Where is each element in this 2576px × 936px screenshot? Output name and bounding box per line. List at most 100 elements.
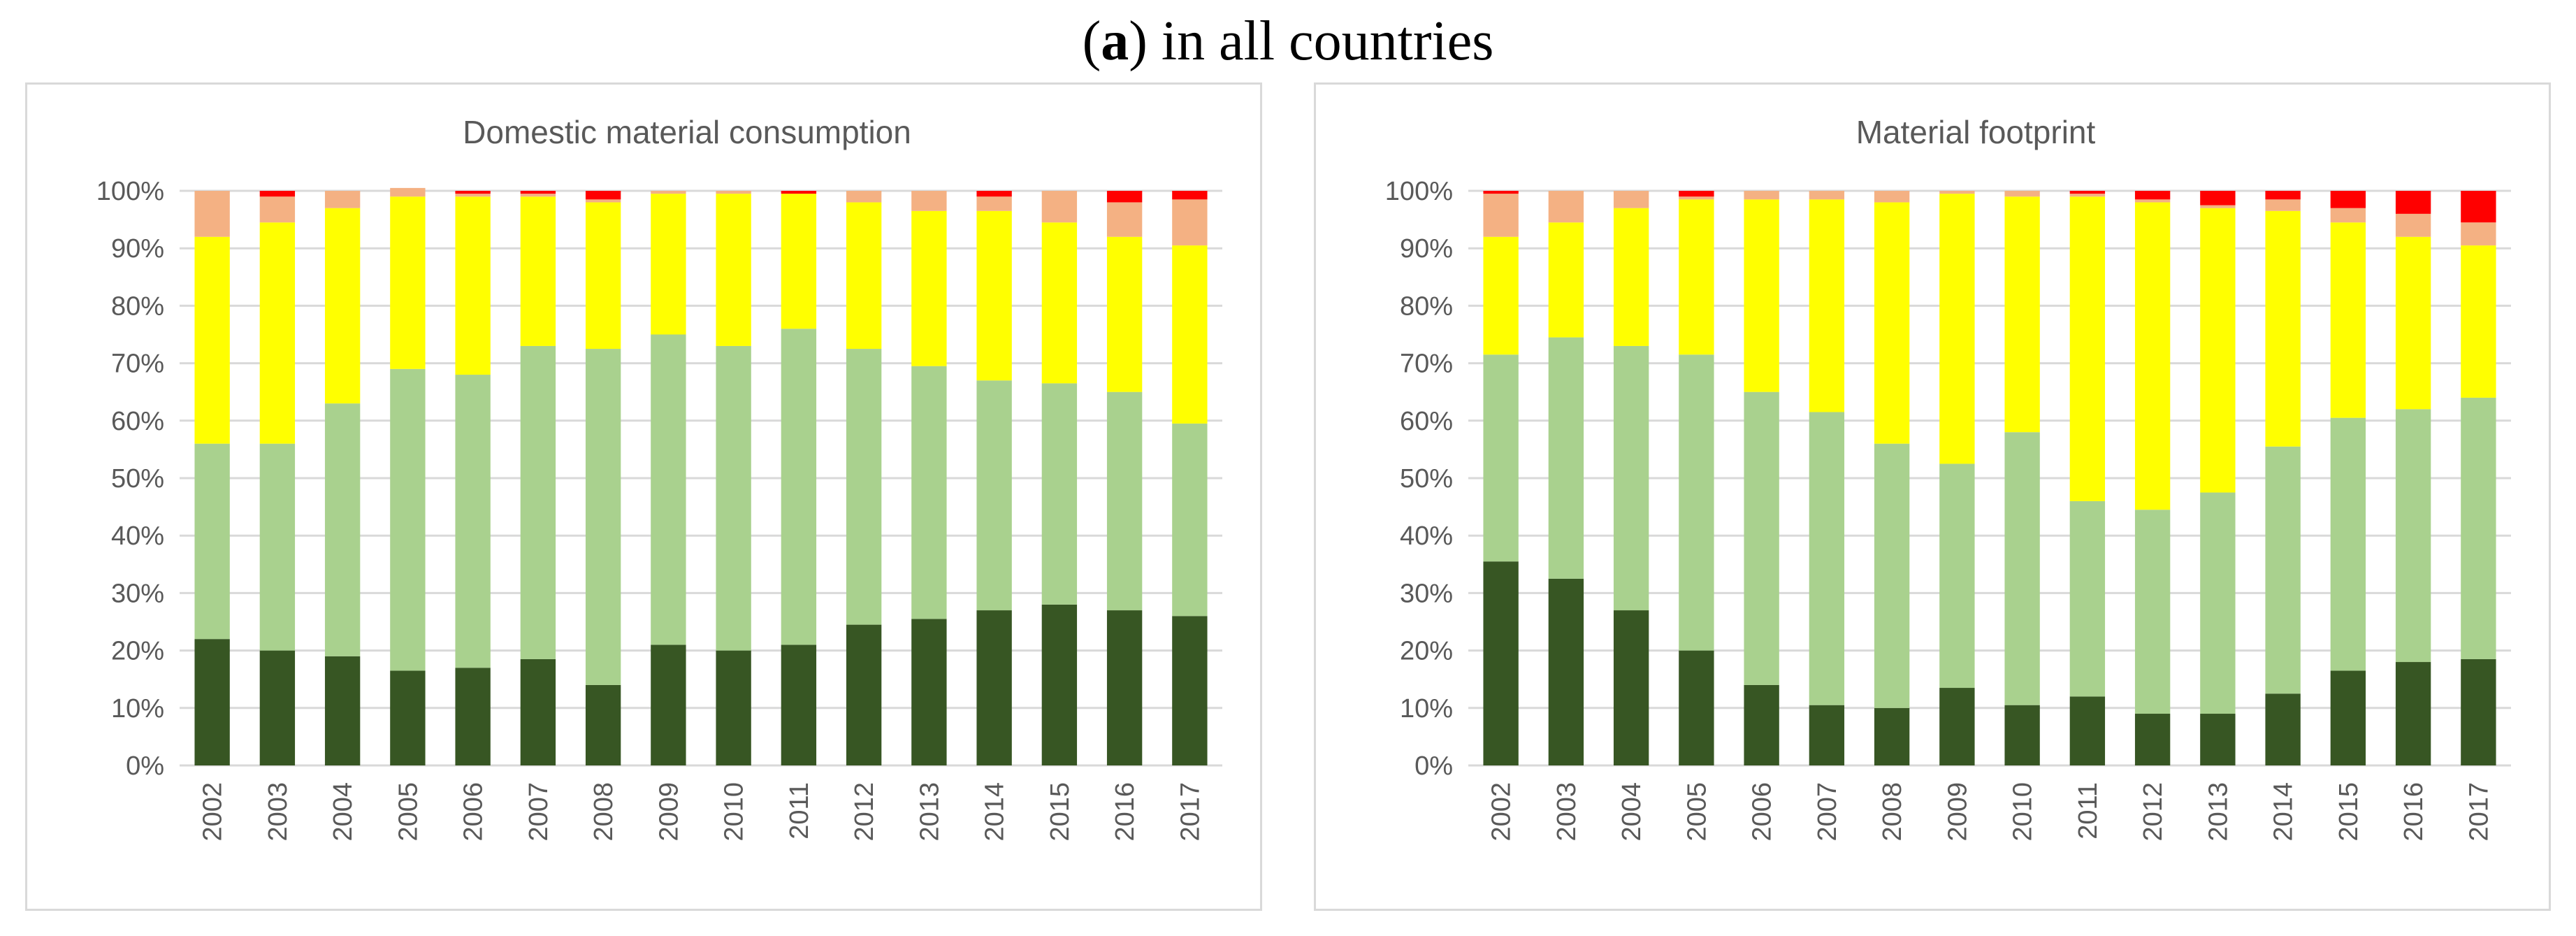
x-tick-label: 2016 [2399, 782, 2429, 842]
bar-series-1-2004 [324, 656, 361, 765]
bar-series-2-2016 [2395, 409, 2431, 663]
bar-series-5-2014 [976, 191, 1012, 197]
bar-series-4-2015 [2330, 208, 2366, 223]
bar-series-5-2016 [2395, 191, 2431, 214]
x-tick-label: 2003 [1552, 782, 1582, 842]
bar-series-1-2002 [1483, 561, 1519, 765]
bar-series-2-2009 [651, 334, 686, 645]
bar-series-5-2008 [585, 191, 621, 200]
bar-series-3-2010 [716, 194, 751, 346]
bar-series-1-2011 [2069, 696, 2106, 765]
bar-series-3-2016 [1106, 236, 1143, 392]
x-tick-label: 2017 [2464, 782, 2494, 842]
bar-series-1-2008 [1874, 707, 1910, 765]
bar-series-3-2005 [390, 196, 426, 369]
bar-series-2-2004 [324, 403, 361, 656]
bar-series-2-2011 [781, 329, 817, 645]
bar-series-4-2014 [976, 196, 1012, 211]
y-tick-label: 30% [111, 579, 164, 608]
bar-series-1-2006 [455, 668, 491, 765]
bar-series-3-2016 [2395, 236, 2431, 410]
bar-series-3-2017 [2461, 245, 2496, 398]
y-tick-label: 60% [1400, 407, 1453, 436]
bar-series-4-2002 [194, 191, 230, 237]
bar-series-1-2012 [2134, 714, 2171, 765]
y-tick-label: 40% [111, 521, 164, 551]
bar-series-4-2015 [1041, 191, 1078, 223]
bar-series-5-2005 [1679, 191, 1714, 197]
bar-series-4-2004 [1613, 191, 1649, 208]
bar-series-2-2014 [976, 380, 1012, 611]
bar-series-1-2015 [1041, 604, 1078, 765]
chart-title: Material footprint [1856, 114, 2096, 150]
bar-series-3-2014 [976, 210, 1012, 381]
bar-series-1-2013 [911, 619, 947, 765]
x-tick-label: 2005 [1682, 782, 1712, 842]
bar-series-4-2017 [1172, 199, 1208, 246]
figure-title: (a) in all countries [1082, 10, 1494, 72]
bar-series-4-2014 [2265, 199, 2301, 211]
x-tick-label: 2016 [1110, 782, 1140, 842]
chart-panel-material-footprint: Material footprint 0% 10% 20% 30% 40% 50% 60% 70… [1314, 82, 2551, 911]
y-tick-label: 0% [126, 751, 164, 781]
bar-series-3-2011 [2069, 196, 2106, 501]
bar-series-3-2010 [2004, 196, 2040, 433]
bar-series-2-2004 [1613, 345, 1649, 611]
x-tick-label: 2009 [654, 782, 683, 842]
bar-series-4-2006 [1744, 191, 1779, 200]
x-tick-label: 2003 [263, 782, 293, 842]
figure-title-text: in all countries [1161, 10, 1494, 72]
bar-series-3-2006 [455, 196, 491, 375]
x-tick-label: 2006 [1748, 782, 1777, 842]
bar-series-1-2017 [2461, 658, 2496, 765]
bar-series-2-2010 [716, 345, 751, 651]
bar-series-1-2010 [2004, 705, 2040, 765]
x-tick-label: 2007 [1813, 782, 1842, 842]
x-tick-label: 2002 [1487, 782, 1517, 842]
bar-series-2-2014 [2265, 446, 2301, 694]
bar-series-2-2008 [1874, 443, 1910, 708]
bar-series-3-2009 [651, 194, 686, 335]
bar-series-1-2002 [194, 639, 230, 765]
bar-series-3-2009 [1939, 194, 1975, 464]
chart-domestic-material-consumption: Domestic material consumption 0% 10% 20% 30%… [96, 114, 1222, 842]
bar-series-3-2004 [1613, 208, 1649, 346]
bar-series-4-2009 [1939, 191, 1975, 194]
bar-series-4-2012 [2134, 199, 2171, 203]
bar-series-4-2007 [1809, 191, 1845, 200]
bar-series-1-2008 [585, 684, 621, 765]
chart-title: Domestic material consumption [463, 114, 911, 150]
bar-series-2-2006 [1744, 391, 1779, 685]
bar-series-2-2017 [1172, 423, 1208, 617]
bar-series-3-2012 [846, 202, 882, 350]
bar-series-1-2016 [1106, 610, 1143, 765]
bar-series-4-2007 [520, 194, 556, 197]
y-tick-label: 10% [111, 694, 164, 723]
bar-series-5-2014 [2265, 191, 2301, 200]
bar-series-2-2015 [1041, 383, 1078, 605]
bar-series-4-2003 [1548, 191, 1584, 223]
bar-series-3-2012 [2134, 202, 2171, 510]
bar-series-5-2007 [520, 191, 556, 194]
y-tick-label: 70% [1400, 350, 1453, 379]
bar-series-1-2009 [1939, 688, 1975, 765]
bar-series-1-2007 [520, 658, 556, 765]
x-tick-label: 2008 [589, 782, 618, 842]
x-tick-label: 2005 [393, 782, 423, 842]
bar-series-4-2017 [2461, 222, 2496, 246]
bar-series-3-2013 [911, 210, 947, 366]
chart-material-footprint: Material footprint 0% 10% 20% 30% 40% 50% 60% 70… [1385, 114, 2511, 842]
y-tick-label: 70% [111, 350, 164, 379]
bar-series-5-2013 [2200, 191, 2236, 206]
bar-series-5-2002 [1483, 191, 1519, 194]
bar-series-3-2014 [2265, 210, 2301, 447]
bar-series-3-2013 [2200, 208, 2236, 493]
bar-series-3-2017 [1172, 245, 1208, 424]
bar-series-5-2015 [2330, 191, 2366, 208]
y-tick-label: 80% [1400, 291, 1453, 321]
x-tick-label: 2010 [720, 782, 749, 842]
bar-series-4-2003 [259, 196, 296, 223]
bar-series-5-2016 [1106, 191, 1143, 203]
bar-series-4-2009 [651, 191, 686, 194]
bar-series-2-2003 [1548, 337, 1584, 579]
